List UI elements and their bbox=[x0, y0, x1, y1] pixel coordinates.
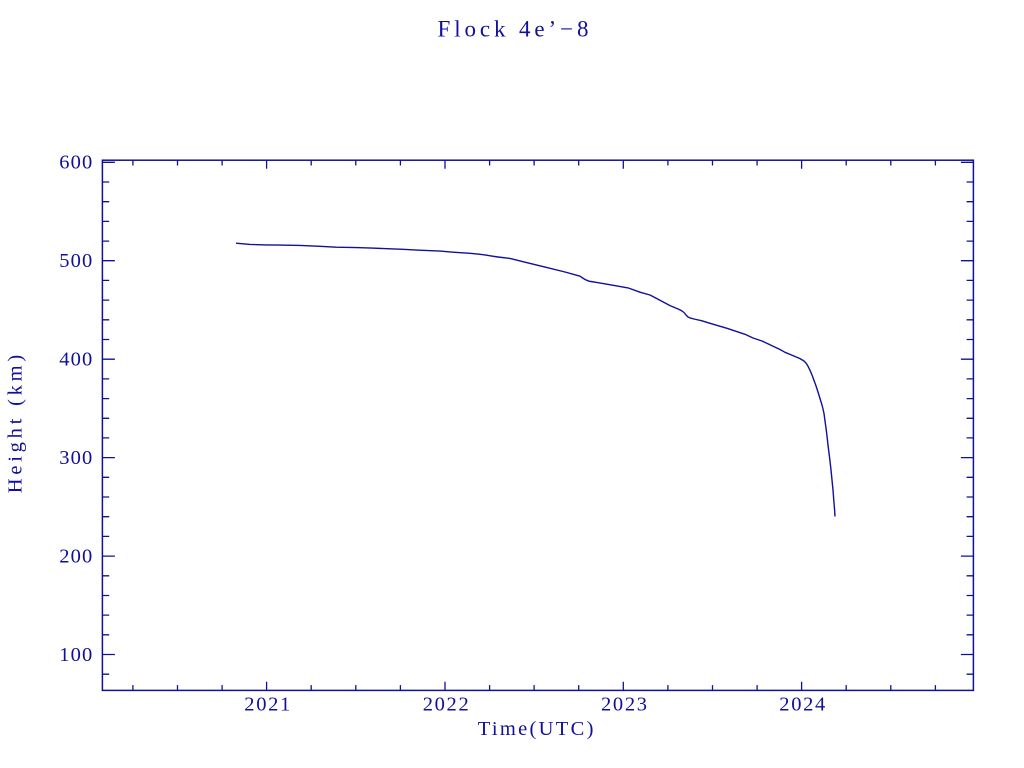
svg-text:2021: 2021 bbox=[244, 693, 290, 715]
svg-text:Height (km): Height (km) bbox=[5, 355, 27, 494]
svg-text:2022: 2022 bbox=[423, 693, 469, 715]
svg-text:500: 500 bbox=[59, 250, 92, 272]
svg-text:600: 600 bbox=[59, 152, 92, 174]
svg-text:300: 300 bbox=[59, 447, 92, 469]
svg-text:400: 400 bbox=[59, 349, 92, 371]
svg-text:200: 200 bbox=[59, 545, 92, 567]
svg-text:2024: 2024 bbox=[779, 693, 825, 715]
svg-text:Time(UTC): Time(UTC) bbox=[478, 718, 594, 740]
svg-text:Flock 4e’−8: Flock 4e’−8 bbox=[438, 17, 589, 42]
svg-text:2023: 2023 bbox=[601, 693, 647, 715]
svg-text:100: 100 bbox=[59, 644, 92, 666]
